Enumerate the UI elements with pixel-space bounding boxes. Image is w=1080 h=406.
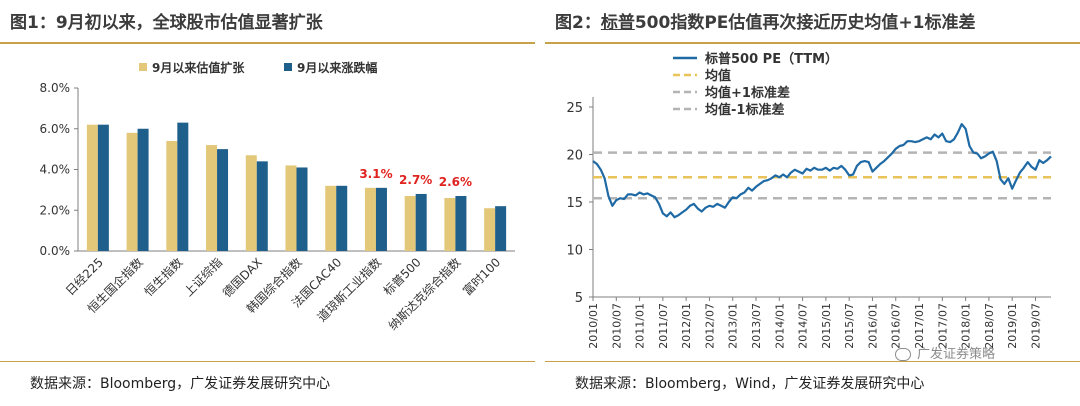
right-title-highlight: 标普 <box>600 13 635 33</box>
legend-swatch <box>284 63 292 71</box>
y-tick-label: 10 <box>566 244 583 259</box>
y-tick-label: 25 <box>566 101 583 116</box>
x-tick-label: 2019/07 <box>1029 303 1042 349</box>
x-tick-label: 2013/01 <box>727 303 740 349</box>
bar-return <box>97 124 109 251</box>
legend-label: 9月以来估值扩张 <box>152 60 245 75</box>
bar-valuation <box>444 198 456 251</box>
wechat-icon <box>895 348 911 361</box>
y-tick-label: 20 <box>566 149 583 164</box>
watermark-text: 广发证券策略 <box>917 347 996 362</box>
bar-return <box>375 187 387 251</box>
left-source-note: 数据来源：Bloomberg，广发证券发展研究中心 <box>30 376 331 392</box>
x-tick-label: 2018/07 <box>983 303 996 349</box>
bar-return <box>455 195 467 251</box>
x-tick-label: 2014/07 <box>797 303 810 349</box>
x-tick-label: 2010/07 <box>610 303 623 349</box>
x-tick-label: 2016/01 <box>866 303 879 349</box>
y-tick-label: 6.0% <box>40 122 71 136</box>
watermark: 广发证券策略 <box>895 343 995 362</box>
x-tick-label: 2017/07 <box>936 303 949 349</box>
left-chart-panel: 图1：9月初以来，全球股市估值显著扩张 0.0% 2.0% 4.0% 6.0% 8.0%… <box>0 0 535 406</box>
bar-valuation <box>245 155 257 251</box>
bar-valuation <box>364 187 376 251</box>
x-category-label: 上证综指 <box>181 255 226 300</box>
bar-valuation <box>484 208 496 251</box>
x-tick-label: 2013/07 <box>750 303 763 349</box>
x-tick-label: 2015/07 <box>843 303 856 349</box>
left-title-rule <box>0 42 535 44</box>
bar-return <box>256 161 268 251</box>
x-tick-label: 2019/01 <box>1006 303 1019 349</box>
x-tick-label: 2017/01 <box>913 303 926 349</box>
line-chart: 5 10 15 20 25 2010/01 2010/07 2011/01 2011/07 201… <box>566 51 1052 349</box>
y-tick-label: 4.0% <box>40 163 71 177</box>
y-tick-label: 0.0% <box>40 244 71 258</box>
bar-return <box>296 167 308 251</box>
x-tick-label: 2012/01 <box>680 303 693 349</box>
y-tick-label: 2.0% <box>40 203 71 217</box>
right-title-rest: 500指数PE估值再次接近历史均值+1标准差 <box>634 13 976 33</box>
y-tick-label: 5 <box>575 291 583 306</box>
x-category-label: 恒生指数 <box>141 255 186 300</box>
bar-return <box>495 206 507 251</box>
legend-label: 标普500 PE（TTM） <box>704 51 838 67</box>
y-tick-label: 15 <box>566 196 583 211</box>
data-label: 2.7% <box>399 173 432 187</box>
x-tick-label: 2011/01 <box>634 303 647 349</box>
x-tick-label: 2014/01 <box>773 303 786 349</box>
y-tick-label: 8.0% <box>40 81 71 95</box>
x-tick-label: 2018/01 <box>960 303 973 349</box>
legend-label: 均值 <box>705 68 731 84</box>
x-tick-label: 2012/07 <box>703 303 716 349</box>
data-label: 3.1% <box>359 167 392 181</box>
bar-valuation <box>325 185 337 251</box>
bar-return <box>336 185 348 251</box>
bar-return <box>137 128 149 251</box>
bar-valuation <box>404 195 416 251</box>
right-chart-title: 图2：标普500指数PE估值再次接近历史均值+1标准差 <box>555 8 975 33</box>
x-tick-label: 2010/01 <box>587 303 600 349</box>
bar-valuation <box>126 132 138 251</box>
legend-label: 均值-1标准差 <box>705 102 784 118</box>
bar-return <box>217 149 229 251</box>
left-chart-title: 图1：9月初以来，全球股市估值显著扩张 <box>10 13 323 33</box>
right-source-note: 数据来源：Bloomberg，Wind，广发证券发展研究中心 <box>575 376 925 392</box>
legend-swatch <box>139 63 147 71</box>
left-source-rule <box>0 361 535 362</box>
right-source-rule <box>545 361 1080 362</box>
pe-series-line <box>592 123 1052 219</box>
x-tick-label: 2011/07 <box>657 303 670 349</box>
x-tick-label: 2015/01 <box>820 303 833 349</box>
right-title-prefix: 图2： <box>555 13 601 33</box>
x-category-label: 纳斯达克综合指数 <box>385 255 463 333</box>
data-label: 2.6% <box>439 175 472 189</box>
bar-valuation <box>206 145 218 251</box>
bar-chart: 0.0%2.0%4.0%6.0%8.0%日经225恒生国企指数恒生指数上证综指德… <box>40 60 515 333</box>
bar-return <box>415 193 427 251</box>
bar-return <box>177 122 189 251</box>
right-chart-panel: 图2：标普500指数PE估值再次接近历史均值+1标准差 5 10 15 20 25 201… <box>545 0 1080 406</box>
legend-label: 均值+1标准差 <box>705 85 790 101</box>
x-category-label: 富时100 <box>459 255 503 299</box>
right-title-rule <box>545 42 1080 44</box>
bar-valuation <box>166 140 178 251</box>
bar-valuation <box>285 165 297 251</box>
x-tick-label: 2016/07 <box>890 303 903 349</box>
legend-label: 9月以来涨跌幅 <box>297 60 377 75</box>
bar-valuation <box>86 124 98 251</box>
